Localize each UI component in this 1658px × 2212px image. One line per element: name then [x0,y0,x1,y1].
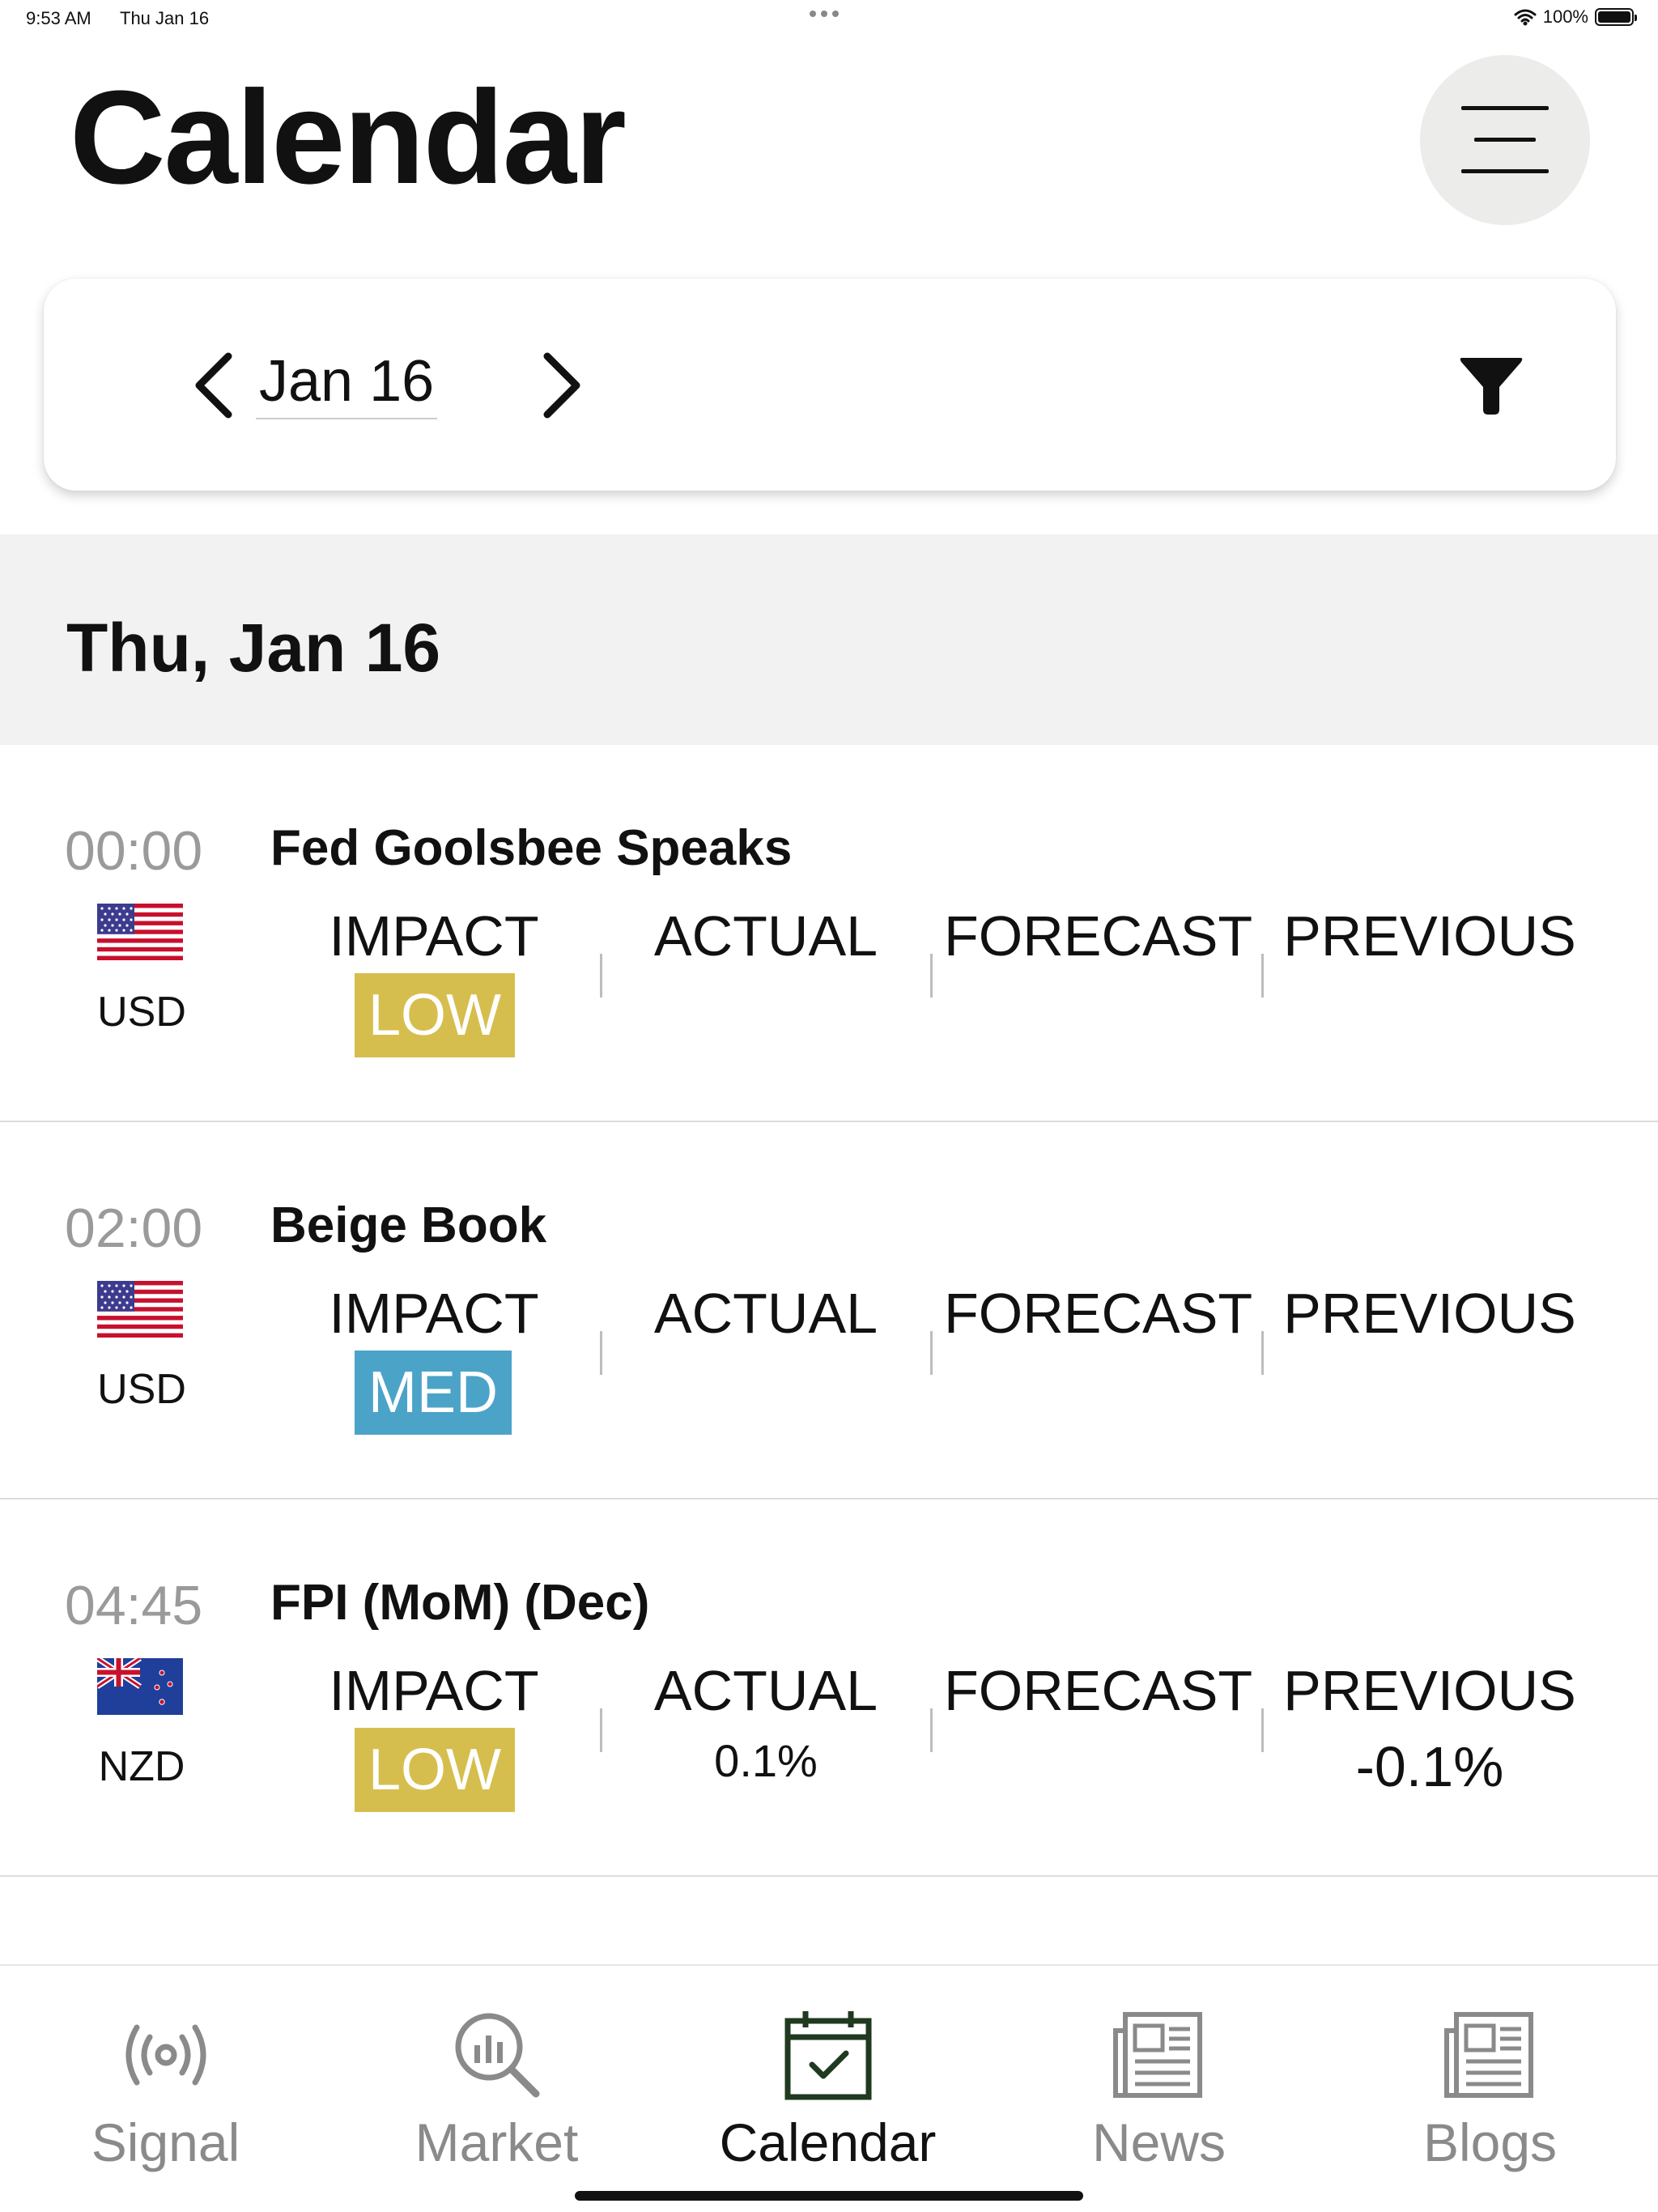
event-row[interactable]: 04:45 FPI (MoM) (Dec) NZD IMPACT ACTUAL [0,1499,1658,1877]
tab-label: Market [414,2112,579,2172]
day-title: Thu, Jan 16 [66,610,441,686]
event-row[interactable]: 00:00 Fed Goolsbee Speaks USD IMPACT ACT… [0,745,1658,1122]
impact-header: IMPACT [329,904,539,968]
forecast-header: FORECAST [944,904,1253,968]
event-title: Beige Book [270,1197,547,1253]
event-title: FPI (MoM) (Dec) [270,1575,650,1631]
previous-header: PREVIOUS [1283,1659,1576,1722]
newspaper-icon [1112,2012,1202,2098]
column-divider [930,1331,933,1375]
filter-funnel-icon [1460,358,1523,415]
actual-value: 0.1% [714,1735,818,1786]
date-selector-card: Jan 16 [44,279,1616,491]
forecast-header: FORECAST [944,1282,1253,1345]
column-divider [600,954,602,998]
tab-signal[interactable]: Signal [0,1966,331,2212]
impact-badge: LOW [355,1728,515,1812]
wifi-icon [1514,9,1537,26]
event-row[interactable]: 02:00 Beige Book USD IMPACT ACTUAL FOREC… [0,1122,1658,1499]
status-bar: 9:53 AM Thu Jan 16 100% [0,0,1658,39]
column-divider [600,1708,602,1752]
signal-broadcast-icon [125,2024,206,2086]
impact-badge: LOW [355,973,515,1057]
hamburger-menu-icon [1461,106,1549,174]
event-currency: USD [97,1366,186,1413]
home-indicator[interactable] [575,2191,1083,2201]
actual-header: ACTUAL [653,904,878,968]
menu-button[interactable] [1420,55,1590,225]
previous-header: PREVIOUS [1283,1282,1576,1345]
actual-header: ACTUAL [653,1282,878,1345]
column-divider [930,954,933,998]
event-time: 02:00 [65,1197,203,1259]
tab-market[interactable]: Market [331,1966,662,2212]
status-time: 9:53 AM [26,8,91,28]
event-title: Fed Goolsbee Speaks [270,820,793,876]
previous-header: PREVIOUS [1283,904,1576,968]
tab-calendar[interactable]: Calendar [662,1966,993,2212]
previous-value: -0.1% [1355,1735,1504,1798]
tab-label: Signal [91,2112,240,2172]
status-right: 100% [1514,6,1637,28]
column-divider [1261,1708,1264,1752]
us-flag-icon [97,1281,183,1338]
calendar-check-icon [784,2011,871,2100]
column-divider [1261,954,1264,998]
tab-label: News [1091,2112,1226,2172]
impact-header: IMPACT [329,1282,539,1345]
event-currency: NZD [98,1743,185,1790]
bottom-tab-bar: Signal Market Calendar [0,1964,1658,2212]
event-currency: USD [97,989,186,1036]
newspaper-icon [1443,2012,1533,2098]
impact-badge: MED [355,1351,512,1435]
next-day-button[interactable] [529,345,594,426]
day-section-header: Thu, Jan 16 [0,534,1658,745]
page-title: Calendar [70,63,627,211]
forecast-header: FORECAST [944,1659,1253,1722]
market-search-chart-icon [455,2013,539,2098]
column-divider [930,1708,933,1752]
tab-label: Blogs [1422,2112,1558,2172]
chevron-left-icon [195,352,232,419]
nz-flag-icon [97,1658,183,1715]
impact-header: IMPACT [329,1659,539,1722]
previous-day-button[interactable] [181,345,246,426]
battery-percentage: 100% [1542,6,1588,27]
column-divider [600,1331,602,1375]
filter-button[interactable] [1452,347,1530,424]
tab-blogs[interactable]: Blogs [1324,1966,1656,2212]
column-divider [1261,1331,1264,1375]
event-time: 04:45 [65,1575,203,1636]
event-time: 00:00 [65,820,203,882]
battery-icon [1595,8,1637,26]
tab-label: Calendar [719,2112,937,2172]
selected-date[interactable]: Jan 16 [256,348,438,419]
chevron-right-icon [543,352,580,419]
multitasking-dots-icon[interactable] [810,6,848,23]
tab-news[interactable]: News [993,1966,1324,2212]
actual-header: ACTUAL [653,1659,878,1722]
status-date: Thu Jan 16 [120,8,210,28]
us-flag-icon [97,904,183,960]
